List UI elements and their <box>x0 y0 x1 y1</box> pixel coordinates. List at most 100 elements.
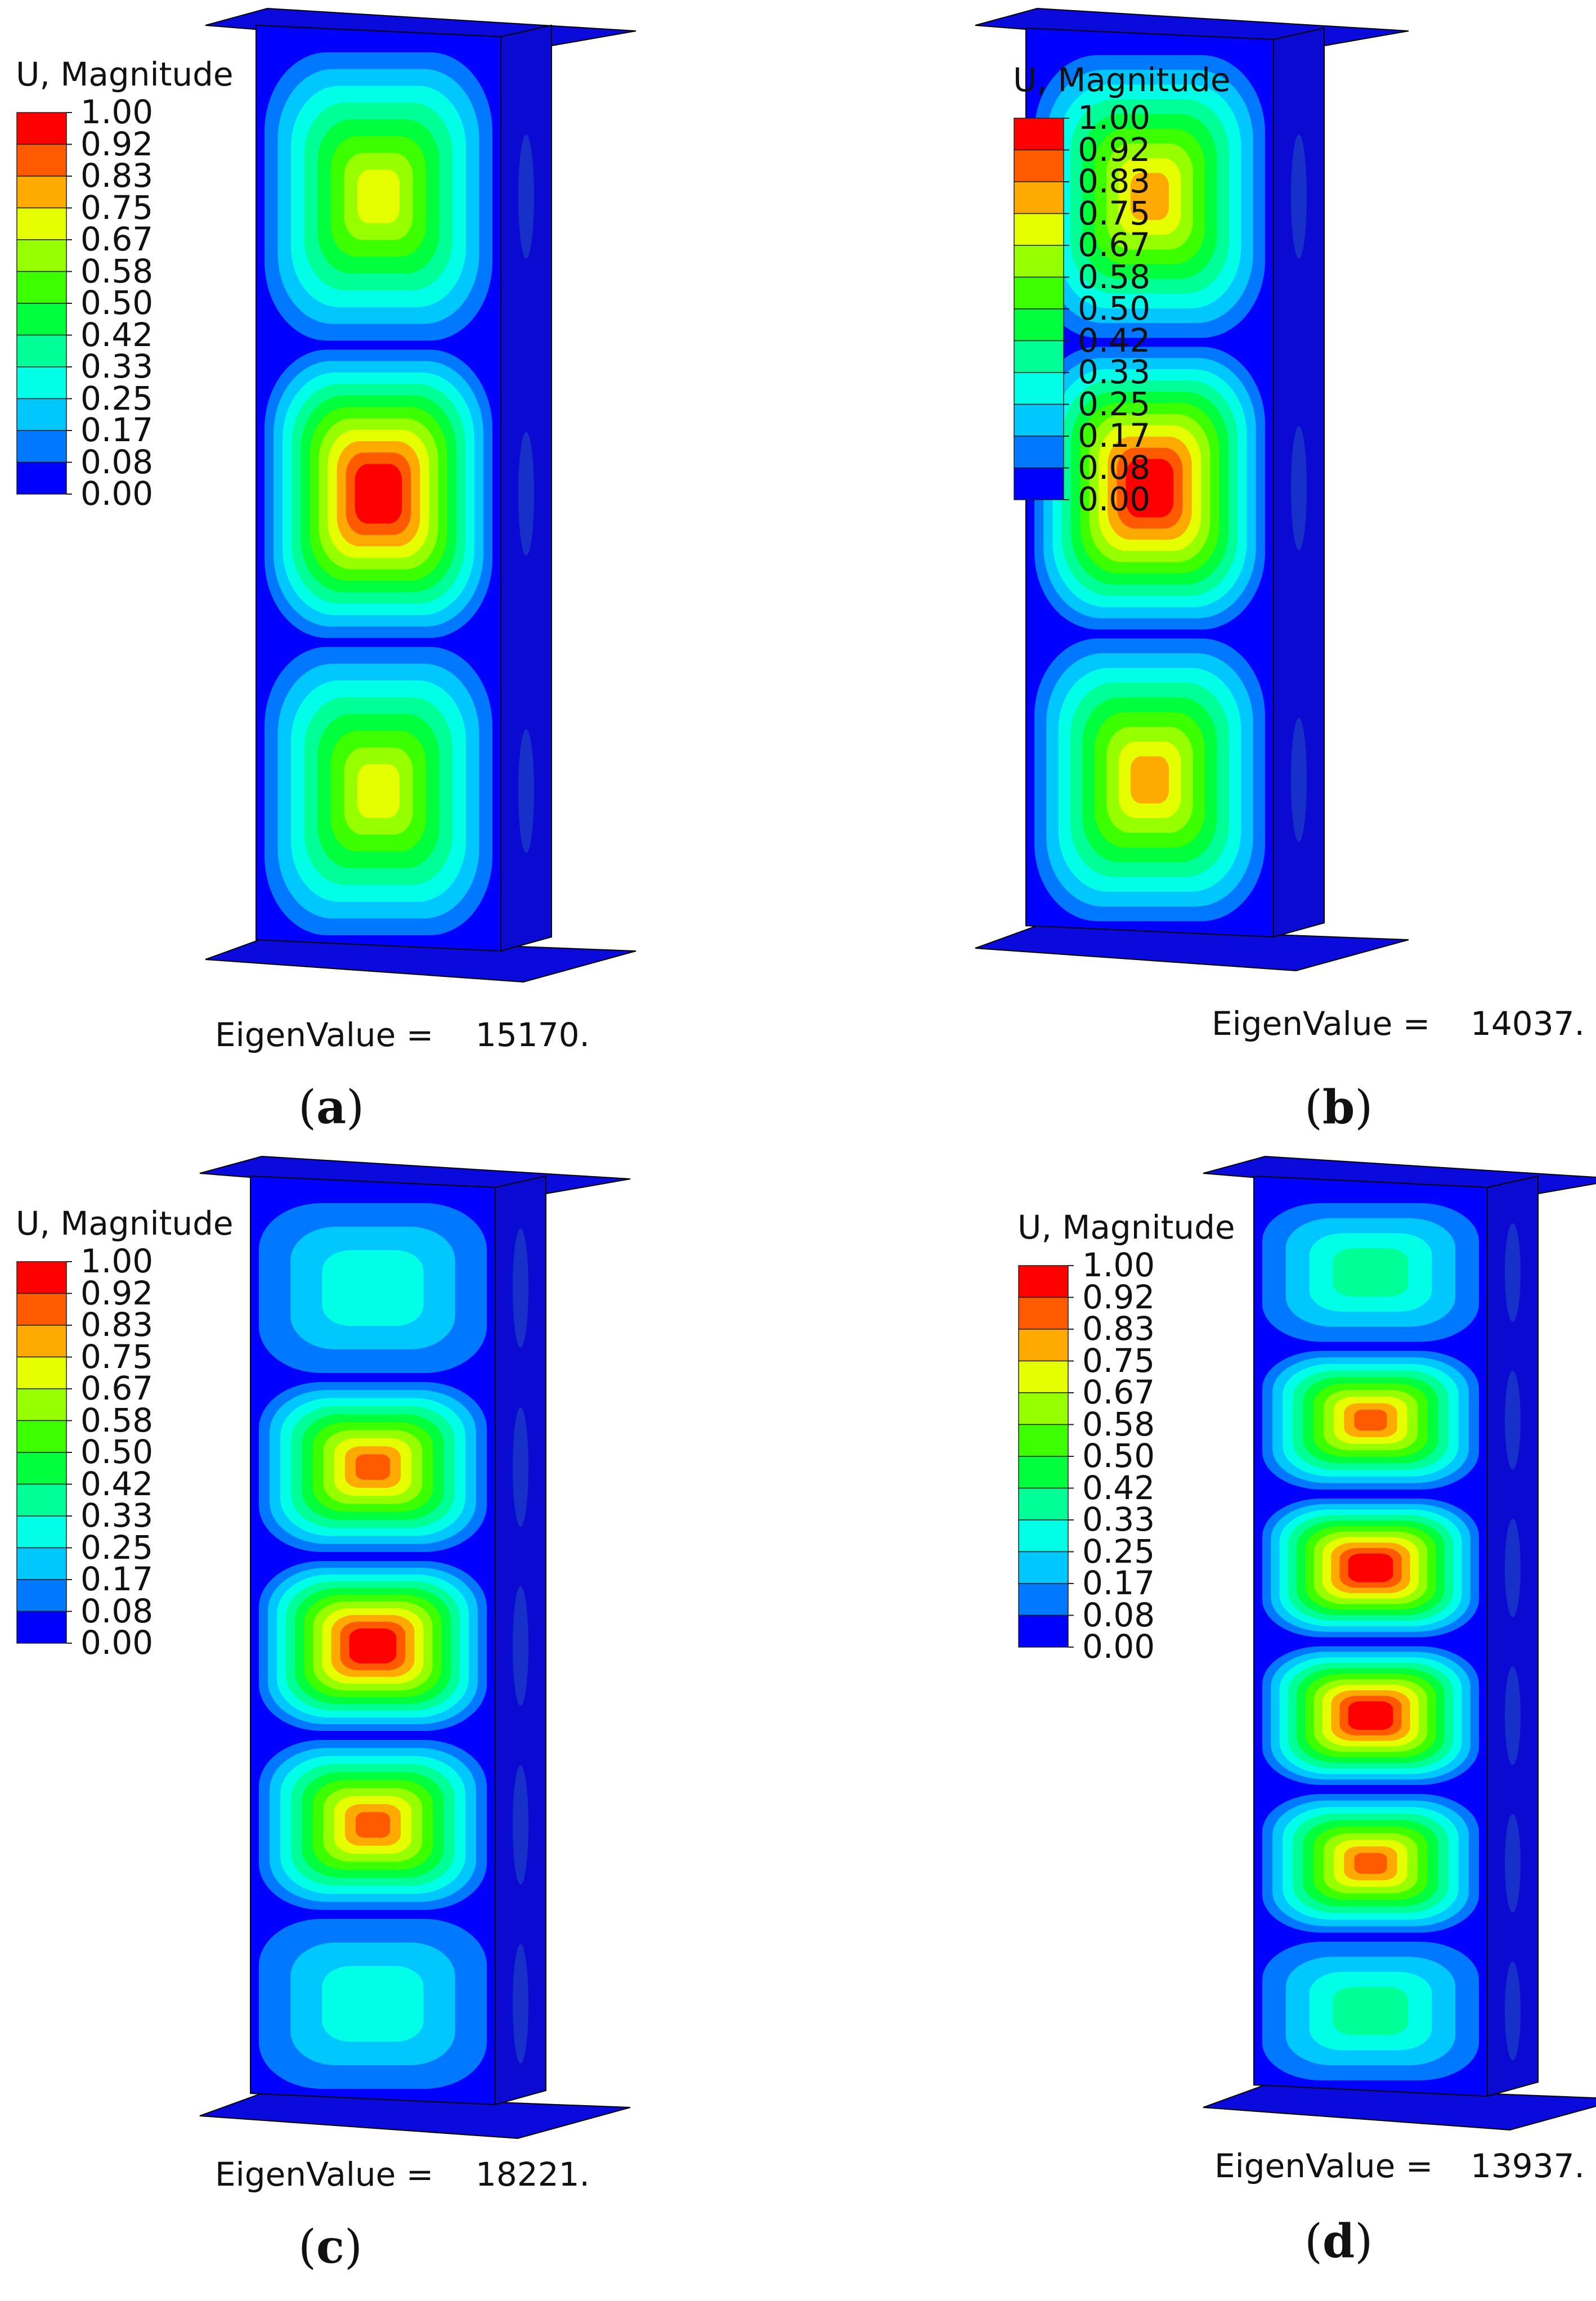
legend-level-label: 0.33 <box>1078 353 1151 391</box>
side-face-buckle <box>1505 1814 1521 1913</box>
contour-band <box>1130 173 1169 221</box>
legend-swatch <box>16 1483 67 1517</box>
legend-level-label: 0.08 <box>1078 448 1151 487</box>
legend-swatch <box>16 176 67 209</box>
eigenvalue-label: EigenValue = <box>1212 1004 1431 1043</box>
legend-title: U, Magnitude <box>16 1204 234 1243</box>
contour-band <box>322 1966 424 2042</box>
bottom-flange-plate <box>199 2092 631 2139</box>
buckle-wave <box>1034 55 1265 338</box>
side-face-buckle <box>513 1586 528 1706</box>
legend-level-label: 0.92 <box>80 124 154 163</box>
legend-swatch <box>1018 1551 1069 1584</box>
legend-level-label: 0.25 <box>1078 384 1151 423</box>
legend-swatch <box>1018 1614 1069 1648</box>
legend-swatch <box>16 1611 67 1644</box>
buckle-wave <box>264 647 492 935</box>
legend-swatch <box>16 1356 67 1389</box>
bottom-flange-plate <box>205 936 636 983</box>
legend-level-label: 0.17 <box>1082 1564 1155 1602</box>
legend-swatch <box>1018 1583 1069 1616</box>
buckle-wave <box>264 52 492 341</box>
panel-b: U, Magnitude 1.00 0.92 0.83 0.75 0.67 0.58 0.5… <box>798 0 1596 1148</box>
side-face-buckle <box>518 432 534 556</box>
side-face-buckle <box>513 1765 528 1885</box>
bottom-flange-plate <box>1203 2084 1596 2131</box>
legend-swatch <box>1018 1392 1069 1425</box>
legend-title: U, Magnitude <box>1013 61 1231 99</box>
legend-title: U, Magnitude <box>1017 1208 1235 1246</box>
legend-level-label: 0.67 <box>80 220 154 258</box>
legend-level-label: 0.50 <box>80 1433 154 1471</box>
contour-band <box>357 764 400 818</box>
legend-level-label: 0.08 <box>80 1591 154 1630</box>
subfigure-label: (a) <box>298 1080 365 1134</box>
contour-band <box>1354 1853 1387 1874</box>
buckle-wave <box>1262 1351 1479 1490</box>
legend-swatch <box>16 1579 67 1612</box>
side-face-buckle <box>1505 1518 1521 1617</box>
legend-level-label: 0.42 <box>1082 1468 1155 1507</box>
buckle-wave <box>259 1740 487 1910</box>
contour-band <box>322 1250 424 1326</box>
eigenvalue-value: 13937. <box>1471 2147 1585 2185</box>
panel-a: U, Magnitude 1.00 0.92 0.83 0.75 0.67 0.58 0.5… <box>0 0 798 1148</box>
contour-band <box>1333 1248 1409 1297</box>
legend-swatch <box>1018 1265 1069 1298</box>
legend-swatch <box>1014 245 1064 278</box>
legend-level-label: 1.00 <box>80 93 154 131</box>
legend-level-label: 0.17 <box>80 411 154 449</box>
legend-level-label: 0.33 <box>80 347 154 385</box>
side-face-buckle <box>1291 717 1307 842</box>
legend-swatch <box>16 1261 67 1294</box>
side-face-buckle <box>1505 1962 1521 2061</box>
buckle-wave <box>1262 1941 1479 2080</box>
legend-level-label: 0.25 <box>1082 1532 1155 1571</box>
legend-swatch <box>1014 372 1064 405</box>
legend-swatch <box>16 1420 67 1453</box>
legend-level-label: 0.83 <box>1082 1309 1155 1348</box>
legend-level-label: 0.92 <box>1078 130 1151 169</box>
buckle-wave <box>1262 1794 1479 1933</box>
eigenvalue-value: 14037. <box>1471 1004 1585 1043</box>
buckle-wave <box>259 1561 487 1731</box>
buckle-wave <box>259 1203 487 1373</box>
legend-swatch <box>16 1388 67 1421</box>
side-face-buckle <box>518 729 534 853</box>
legend-level-label: 0.83 <box>80 1306 154 1344</box>
contour-band <box>357 169 400 223</box>
legend-swatch <box>1018 1519 1069 1553</box>
contour-band <box>355 1812 391 1838</box>
legend-level-label: 0.83 <box>80 156 154 195</box>
contour-band <box>1333 1986 1409 2035</box>
legend-swatch <box>16 366 67 400</box>
legend-level-label: 0.67 <box>80 1369 154 1407</box>
color-legend-bar <box>1018 1265 1074 1648</box>
legend-level-label: 0.92 <box>1082 1277 1155 1316</box>
legend-swatch <box>16 271 67 304</box>
legend-swatch <box>16 1293 67 1326</box>
legend-level-label: 0.92 <box>80 1273 154 1312</box>
legend-level-label: 0.50 <box>1078 289 1151 328</box>
side-face-buckle <box>513 1944 528 2064</box>
buckle-wave <box>1034 347 1265 630</box>
side-face-buckle <box>1291 426 1307 550</box>
color-legend-bar <box>1014 118 1069 500</box>
legend-swatch <box>1018 1329 1069 1362</box>
legend-swatch <box>1018 1297 1069 1330</box>
contour-band <box>355 1454 391 1480</box>
legend-swatch <box>16 430 67 463</box>
legend-level-label: 0.75 <box>1082 1341 1155 1380</box>
legend-level-label: 0.00 <box>80 474 154 513</box>
buckle-wave <box>259 1382 487 1552</box>
eigenvalue-label: EigenValue = <box>1214 2147 1433 2185</box>
legend-level-label: 0.58 <box>1082 1405 1155 1443</box>
buckle-wave <box>1034 638 1265 921</box>
subfigure-label: (b) <box>1304 1080 1373 1134</box>
side-face-buckle <box>1291 134 1307 259</box>
legend-swatch <box>16 1547 67 1580</box>
buckle-wave <box>264 349 492 638</box>
legend-level-label: 0.42 <box>1078 321 1151 360</box>
legend-level-label: 0.50 <box>80 284 154 322</box>
bottom-flange-plate <box>975 925 1409 972</box>
